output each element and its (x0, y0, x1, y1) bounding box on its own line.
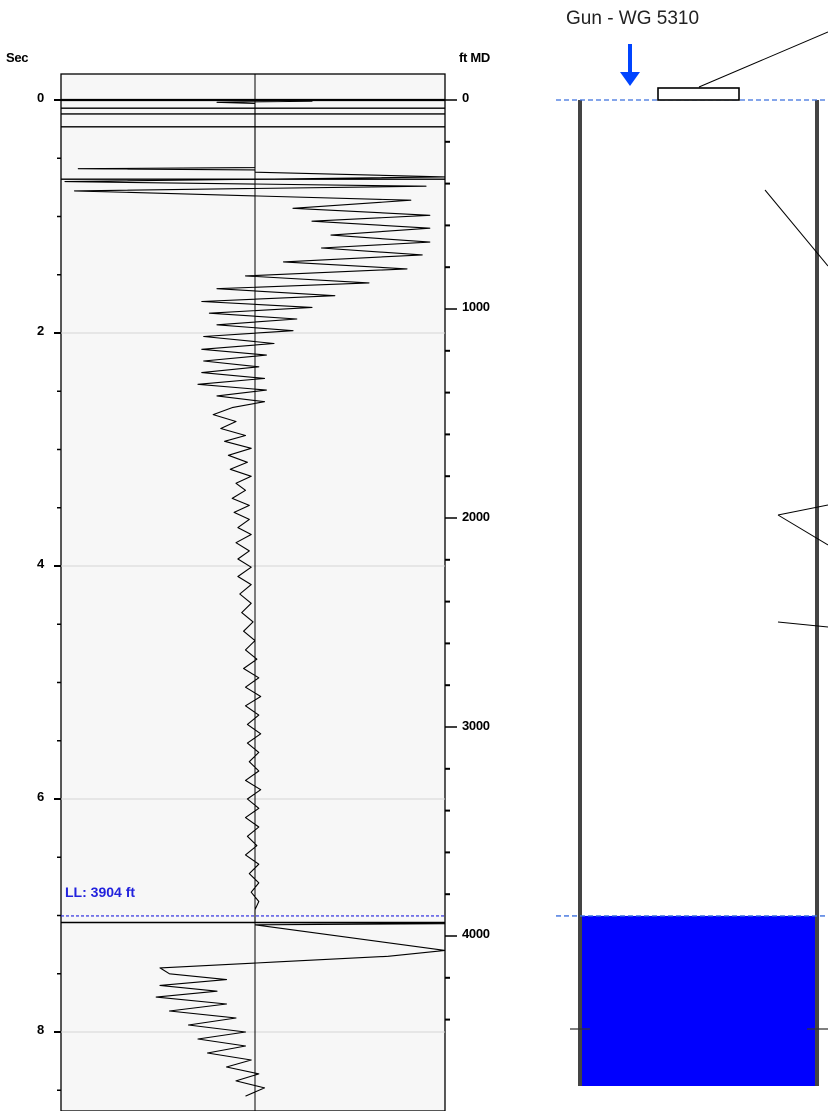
callout-line (777, 504, 828, 516)
right-tick-label: 0 (462, 90, 469, 105)
callout-line (777, 621, 828, 628)
right-tick-label: 3000 (462, 718, 490, 733)
acoustic-trace (64, 99, 446, 1097)
left-tick-label: 6 (37, 789, 44, 804)
plot-area (60, 73, 446, 1111)
callout-line (698, 31, 828, 88)
callout-line (777, 514, 828, 546)
left-tick-label: 8 (37, 1022, 44, 1037)
right-axis-label: ft MD (459, 50, 490, 65)
wellbore-fluid (580, 915, 817, 1086)
right-tick-label: 4000 (462, 926, 490, 941)
gun-arrow-head (620, 72, 640, 86)
callout-line (764, 189, 828, 267)
left-tick-label: 2 (37, 323, 44, 338)
wellhead (657, 87, 740, 101)
left-tick-label: 0 (37, 90, 44, 105)
right-tick-label: 1000 (462, 299, 490, 314)
left-tick-label: 4 (37, 556, 44, 571)
right-tick-label: 2000 (462, 509, 490, 524)
gun-label: Gun - WG 5310 (566, 8, 700, 29)
left-axis-label: Sec (6, 50, 29, 65)
liquid-level-label: LL: 3904 ft (65, 884, 136, 900)
